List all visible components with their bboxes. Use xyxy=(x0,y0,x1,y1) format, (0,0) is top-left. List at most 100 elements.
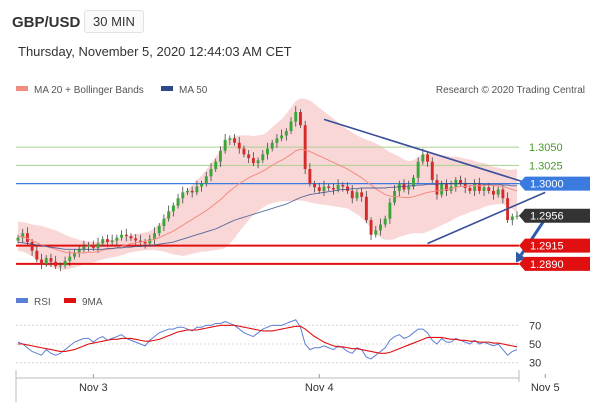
candle-body xyxy=(270,142,274,149)
level-labels: 1.3050 1.3025 1.3000 1.2956 1.2915 1.2890 xyxy=(519,142,590,271)
candle-body xyxy=(440,183,444,195)
legend-swatch xyxy=(16,298,28,303)
candle-body xyxy=(256,160,260,164)
main-legend: MA 20 + Bollinger Bands MA 50 xyxy=(16,85,208,96)
level-label: 1.3000 xyxy=(530,179,564,191)
candle-body xyxy=(379,224,382,231)
rsi-ma9-line xyxy=(18,324,518,354)
candle-body xyxy=(501,189,505,199)
level-label: 1.3050 xyxy=(529,142,563,154)
rsi-line xyxy=(17,319,518,360)
candle-body xyxy=(360,192,364,197)
candle-body xyxy=(148,239,152,244)
candle-body xyxy=(162,218,166,226)
candle-body xyxy=(374,230,378,235)
candle-body xyxy=(157,225,161,234)
candle-body xyxy=(322,186,326,191)
candle-body xyxy=(129,236,133,239)
candle-body xyxy=(138,240,142,243)
candle-body xyxy=(68,256,72,262)
candle-body xyxy=(411,177,415,187)
candle-body xyxy=(214,161,218,170)
trendline xyxy=(323,118,546,190)
candle-body xyxy=(280,135,284,139)
candle-body xyxy=(383,218,387,225)
candle-body xyxy=(289,121,293,132)
candle-body xyxy=(63,261,67,266)
candle-body xyxy=(54,261,58,267)
candle-body xyxy=(261,154,265,161)
level-label: 1.2890 xyxy=(530,259,564,271)
candle-body xyxy=(407,186,411,190)
candle-body xyxy=(298,112,302,126)
x-axis: Nov 3 Nov 4 Nov 5 xyxy=(15,370,560,402)
credit-text: Research © 2020 Trading Central xyxy=(436,85,585,96)
candle-body xyxy=(186,190,189,193)
candle-body xyxy=(171,205,175,212)
candle-body xyxy=(313,183,317,188)
candle-body xyxy=(16,237,20,241)
candle-body xyxy=(101,239,105,244)
candle-body xyxy=(435,179,439,195)
x-tick-label: Nov 4 xyxy=(305,382,334,394)
candle-body xyxy=(195,186,199,193)
candle-body xyxy=(294,112,298,122)
candle-body xyxy=(134,238,138,241)
candle-body xyxy=(341,185,345,187)
candle-body xyxy=(327,186,331,188)
x-tick-label: Nov 3 xyxy=(79,382,108,394)
candle-body xyxy=(496,189,500,195)
candle-body xyxy=(35,250,39,260)
candle-body xyxy=(355,192,359,199)
rsi-tick-label: 50 xyxy=(529,339,541,351)
candle-body xyxy=(251,158,255,164)
level-tag xyxy=(519,256,590,271)
candle-body xyxy=(275,138,279,143)
level-label: 1.2915 xyxy=(530,241,564,253)
candle-body xyxy=(167,211,171,219)
candle-body xyxy=(515,215,519,217)
candle-body xyxy=(96,243,100,248)
rsi-pane: 70 50 30 xyxy=(16,319,541,370)
price-levels xyxy=(16,146,523,265)
candle-body xyxy=(190,190,194,193)
candle-body xyxy=(468,188,472,191)
candle-body xyxy=(87,244,91,247)
candle-body xyxy=(25,233,29,243)
candle-body xyxy=(303,125,307,170)
level-tag xyxy=(519,176,590,191)
trendline xyxy=(427,191,546,245)
candle-body xyxy=(223,139,227,151)
candle-body xyxy=(49,258,53,262)
candle-body xyxy=(153,233,156,240)
candle-body xyxy=(181,192,185,199)
candle-body xyxy=(143,242,147,244)
candle-body xyxy=(430,161,434,180)
candle-body xyxy=(477,183,481,191)
ma20-line xyxy=(17,148,518,254)
candle-body xyxy=(266,148,269,155)
candle-body xyxy=(364,196,368,221)
forecast-arrow-head xyxy=(516,251,526,263)
legend-label: MA 50 xyxy=(179,85,208,96)
level-tag xyxy=(519,208,590,223)
candles xyxy=(16,106,519,272)
candle-body xyxy=(336,185,340,190)
rsi-tick-label: 70 xyxy=(529,320,541,332)
ma50-line xyxy=(17,183,517,250)
timeframe-badge[interactable]: 30 MIN xyxy=(84,10,144,33)
chart-datetime: Thursday, November 5, 2020 12:44:03 AM C… xyxy=(18,44,292,59)
candle-body xyxy=(459,179,462,184)
candle-body xyxy=(331,188,335,190)
candle-body xyxy=(124,234,128,237)
candle-body xyxy=(369,220,373,235)
level-label: 1.3025 xyxy=(529,160,563,172)
candle-body xyxy=(200,183,204,187)
candle-body xyxy=(482,187,486,191)
candle-body xyxy=(73,252,76,257)
candle-body xyxy=(473,183,477,191)
candle-body xyxy=(242,148,246,155)
candle-body xyxy=(350,190,354,199)
candle-body xyxy=(58,265,62,267)
